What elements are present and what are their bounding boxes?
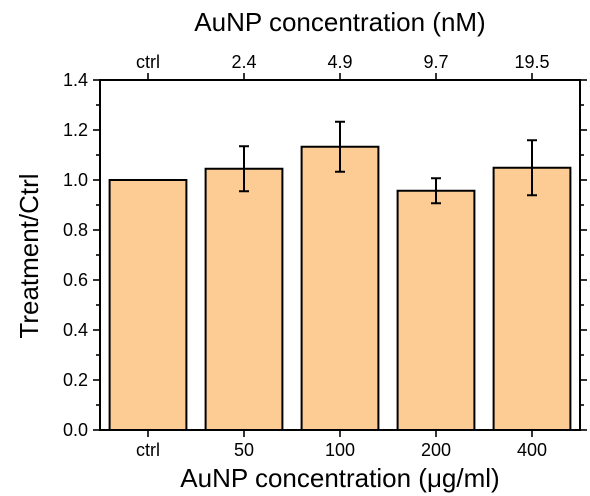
x-bottom-tick-label: 100 xyxy=(325,440,355,460)
y-tick-label: 1.0 xyxy=(63,170,88,190)
x-bottom-tick-label: ctrl xyxy=(136,440,160,460)
y-tick-label: 0.8 xyxy=(63,220,88,240)
y-tick-label: 0.0 xyxy=(63,420,88,440)
x-top-tick-label: 9.7 xyxy=(423,52,448,72)
bar-100 xyxy=(300,145,380,431)
x-bottom-tick-label: 200 xyxy=(421,440,451,460)
bar-400 xyxy=(492,166,572,431)
top-axis-title: AuNP concentration (nM) xyxy=(194,7,485,37)
y-tick-label: 1.4 xyxy=(63,70,88,90)
y-tick-label: 0.4 xyxy=(63,320,88,340)
y-tick-label: 1.2 xyxy=(63,120,88,140)
x-top-tick-label: ctrl xyxy=(136,52,160,72)
x-top-tick-label: 4.9 xyxy=(327,52,352,72)
bar-ctrl xyxy=(108,179,188,431)
plot-area: 0.0 0.2 0.4 0.6 0.8 1.0 1.2 1.4 ctrl ctrl 50 2.4 100… xyxy=(63,52,587,460)
x-top-tick-label: 2.4 xyxy=(231,52,256,72)
bar-200 xyxy=(396,189,476,431)
bottom-axis-title: AuNP concentration (μg/ml) xyxy=(180,463,499,493)
y-tick-label: 0.2 xyxy=(63,370,88,390)
y-tick-label: 0.6 xyxy=(63,270,88,290)
x-bottom-tick-label: 50 xyxy=(234,440,254,460)
plot-frame xyxy=(99,79,581,431)
x-bottom-tick-label: 400 xyxy=(517,440,547,460)
y-axis-title: Treatment/Ctrl xyxy=(14,173,44,338)
bar-50 xyxy=(204,167,284,431)
x-top-tick-label: 19.5 xyxy=(514,52,549,72)
